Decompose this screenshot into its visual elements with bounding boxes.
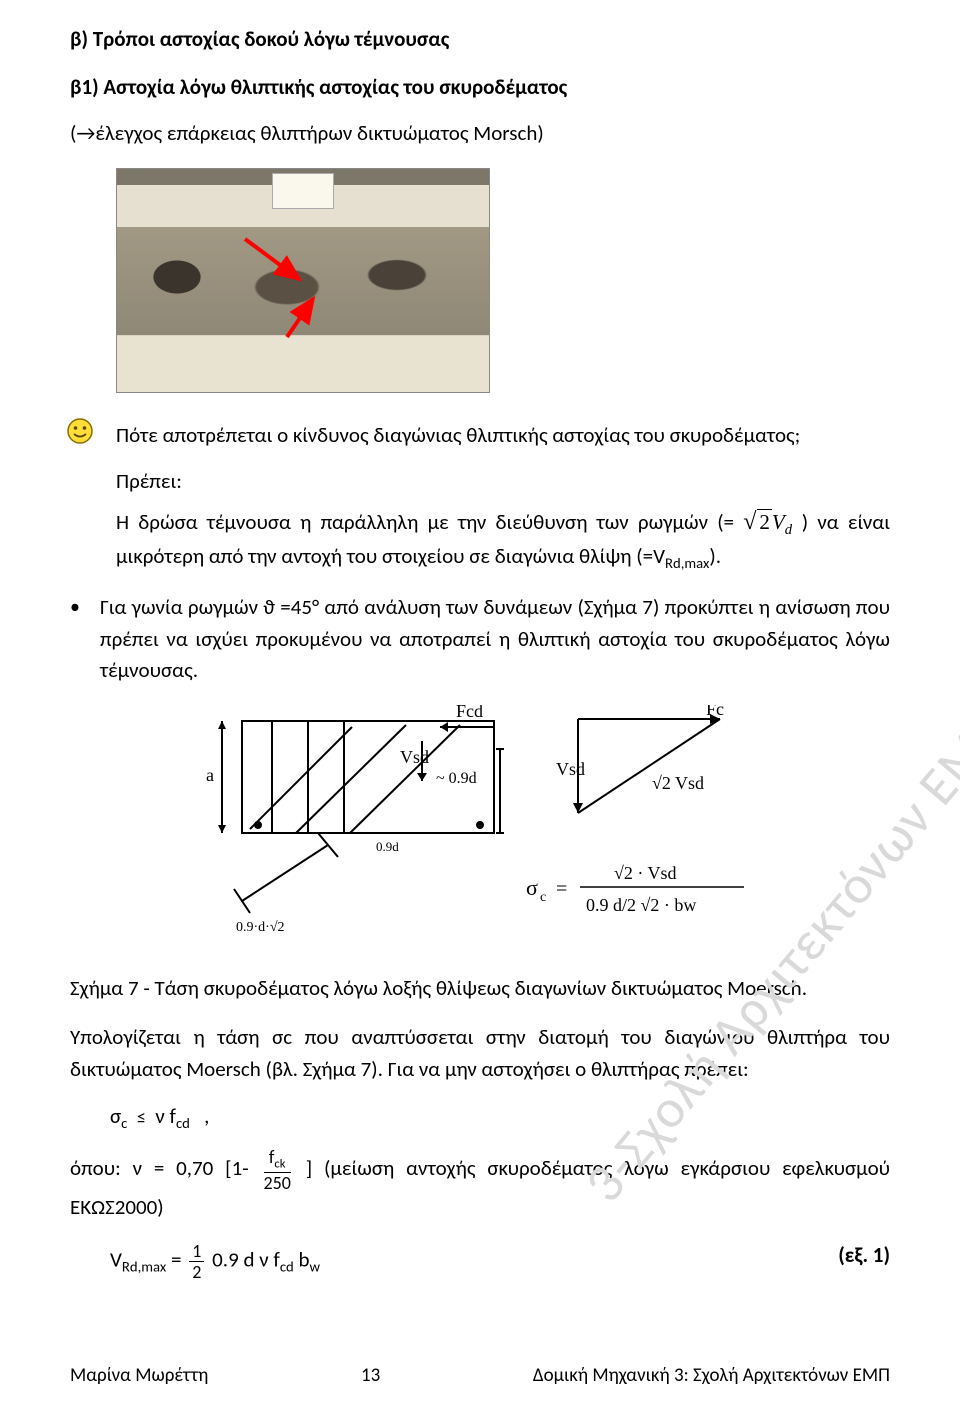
den-250: 250 — [264, 1173, 291, 1192]
caption-7: Σχήμα 7 - Τάση σκυροδέματος λόγω λοξής θ… — [70, 973, 890, 1005]
morsch-note: (→έλεγχος επάρκειας θλιπτήρων δικτυώματο… — [70, 118, 890, 150]
lbl-a: a — [206, 765, 214, 785]
footer-right: Δομική Μηχανική 3: Σχολή Αρχιτεκτόνων ΕΜ… — [533, 1364, 890, 1387]
req-part-a: Η δρώσα τέμνουσα η παράλληλη με την διεύ… — [116, 509, 734, 535]
photo-arrows — [117, 169, 489, 392]
page: 3-Σχολή Αρχιτεκτόνων ΕΜΠ β) Τρόποι αστοχ… — [0, 0, 960, 1413]
lbl-vsd2: Vsd — [556, 759, 585, 779]
lbl-r2vsd: √2 Vsd — [652, 773, 704, 793]
svg-text:=: = — [556, 878, 567, 900]
eq-number-1: (εξ. 1) — [838, 1242, 890, 1268]
footer-left: Μαρίνα Μωρέττη — [70, 1364, 208, 1387]
lbl-a9d-1: 0.9d — [376, 839, 399, 854]
lbl-fc: Fc — [706, 705, 724, 719]
vrd-equation: VRd,max = 12 0.9 d ν fcd bw (εξ. 1) — [110, 1242, 890, 1281]
failure-photo — [116, 168, 490, 393]
page-footer: Μαρίνα Μωρέττη 13 Δομική Μηχανική 3: Σχο… — [70, 1364, 890, 1387]
opou-pre: όπου: ν = 0,70 [1- — [70, 1155, 249, 1181]
bullet-text: Για γωνία ρωγμών ϑ =45° από ανάλυση των … — [100, 592, 890, 687]
heading-beta1: β1) Αστοχία λόγω θλιπτικής αστοχίας του … — [70, 74, 890, 100]
smiley-icon — [66, 417, 94, 445]
opou-line: όπου: ν = 0,70 [1- fck 250 ] (μείωση αντ… — [70, 1148, 890, 1224]
requirement-sentence: Η δρώσα τέμνουσα η παράλληλη με την διεύ… — [116, 504, 890, 574]
sub-rdmax: Rd,max — [665, 554, 709, 572]
num-1: 1 — [189, 1242, 204, 1262]
lbl-a9dv2: 0.9·d·√2 — [236, 920, 285, 935]
lbl-eq-top: √2 · Vsd — [614, 863, 677, 883]
lbl-eq-bot: 0.9 d/2 √2 · bw — [586, 895, 696, 915]
bullet-block: • Για γωνία ρωγμών ϑ =45° από ανάλυση τω… — [70, 592, 890, 687]
svg-text:σ: σ — [526, 875, 538, 900]
svg-text:c: c — [540, 890, 546, 905]
prepei-label: Πρέπει: — [116, 465, 890, 498]
question-line: Πότε αποτρέπεται ο κίνδυνος διαγώνιας θλ… — [116, 419, 890, 452]
diagram-7: Fcd Vsd ~ 0.9d a 0.9d 0.9·d·√2 Fc Vsd √2… — [200, 705, 760, 949]
footer-center: 13 — [361, 1364, 380, 1387]
calc-paragraph: Υπολογίζεται η τάση σc που αναπτύσσεται … — [70, 1022, 890, 1085]
lbl-vsd: Vsd — [400, 747, 429, 767]
lbl-09d: ~ 0.9d — [436, 770, 477, 787]
indented-block: Πότε αποτρέπεται ο κίνδυνος διαγώνιας θλ… — [116, 419, 890, 575]
den-2: 2 — [189, 1262, 204, 1281]
heading-beta: β) Τρόποι αστοχίας δοκού λόγω τέμνουσας — [70, 26, 890, 52]
lbl-fcd: Fcd — [456, 705, 483, 721]
bullet-dot-icon: • — [70, 592, 88, 687]
req-part-c: ). — [709, 543, 721, 569]
photo-container — [116, 168, 890, 393]
inequality: σc ≤ ν fcd , — [110, 1103, 890, 1132]
